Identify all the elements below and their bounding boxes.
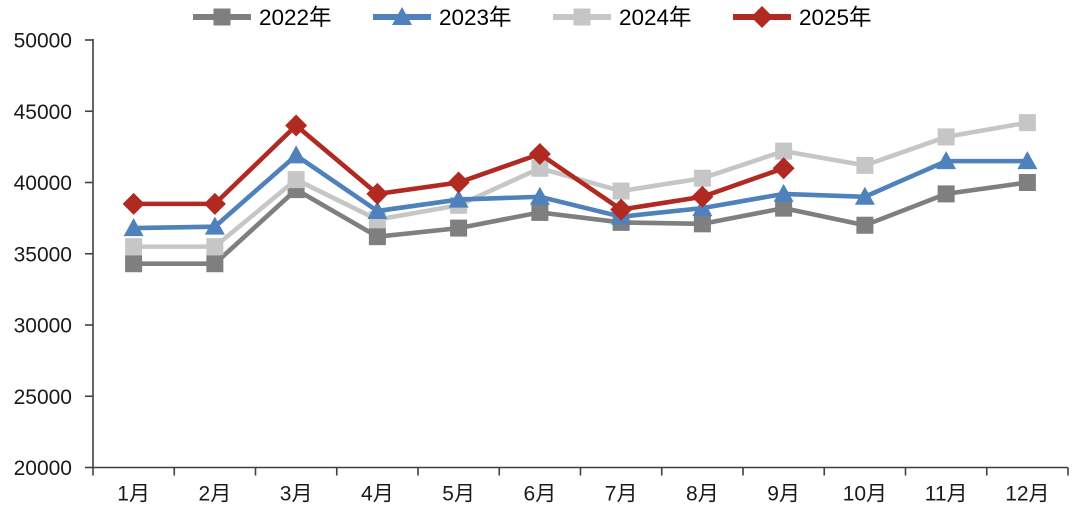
x-tick-label: 9月 xyxy=(767,483,800,506)
x-tick-label: 2月 xyxy=(199,483,232,506)
y-tick-label: 20000 xyxy=(14,457,72,480)
data-point-marker xyxy=(213,8,231,26)
data-point-marker xyxy=(448,189,469,208)
legend-item-2022年: 2022年 xyxy=(193,5,332,30)
x-tick-label: 1月 xyxy=(117,483,150,506)
data-point-marker xyxy=(531,203,549,221)
x-tick-label: 10月 xyxy=(843,483,887,506)
axes xyxy=(92,39,1068,469)
x-tick-label: 6月 xyxy=(524,483,557,506)
data-point-marker xyxy=(529,186,550,205)
legend: 2022年 2023年 2024年 2025年 xyxy=(193,5,872,30)
y-tick-label: 25000 xyxy=(14,386,72,409)
y-tick-label: 35000 xyxy=(14,243,72,266)
data-point-marker xyxy=(775,199,793,217)
data-point-marker xyxy=(122,192,145,215)
data-point-marker xyxy=(775,142,793,160)
data-point-marker xyxy=(367,201,388,219)
data-point-marker xyxy=(368,228,386,246)
data-point-marker xyxy=(856,216,874,234)
y-tick-label: 30000 xyxy=(14,315,72,338)
data-point-marker xyxy=(1018,174,1036,191)
data-point-marker xyxy=(123,218,144,237)
series-2022年 xyxy=(125,174,1036,273)
data-point-marker xyxy=(203,192,226,215)
data-point-marker xyxy=(286,145,307,164)
series-2025年 xyxy=(122,114,795,221)
data-point-marker xyxy=(937,128,955,146)
x-tick-label: 4月 xyxy=(361,483,394,506)
data-point-marker xyxy=(612,182,630,200)
data-point-marker xyxy=(856,156,874,174)
x-axis-ticks: 1月 2月 3月 4月 5月 6月 7月 8月 9月 10月 11月 12月 xyxy=(92,467,1069,506)
legend-label: 2023年 xyxy=(439,5,512,30)
series-line-2022年 xyxy=(133,180,1028,267)
data-point-marker xyxy=(610,198,633,221)
data-point-marker xyxy=(285,114,308,137)
y-tick-label: 50000 xyxy=(14,30,72,53)
legend-label: 2025年 xyxy=(799,5,872,30)
data-point-marker xyxy=(204,216,225,235)
data-point-marker xyxy=(772,157,795,180)
x-tick-label: 5月 xyxy=(442,483,475,506)
data-point-marker xyxy=(287,171,305,189)
series-line-2023年 xyxy=(133,152,1028,231)
data-point-marker xyxy=(125,238,143,256)
data-point-marker xyxy=(573,8,591,26)
data-point-marker xyxy=(1018,114,1036,132)
y-axis-ticks: 20000 25000 30000 35000 40000 45000 50000 xyxy=(14,30,93,480)
legend-label: 2022年 xyxy=(259,5,332,30)
data-point-marker xyxy=(366,182,389,205)
data-point-marker xyxy=(937,185,955,203)
data-point-marker xyxy=(936,151,957,170)
data-point-marker xyxy=(450,219,468,237)
legend-item-2024年: 2024年 xyxy=(553,5,692,30)
data-point-marker xyxy=(773,183,794,202)
x-tick-label: 8月 xyxy=(686,483,719,506)
data-point-marker xyxy=(691,185,714,208)
data-point-marker xyxy=(531,159,549,177)
x-tick-label: 3月 xyxy=(280,483,313,506)
data-point-marker xyxy=(392,7,412,25)
legend-label: 2024年 xyxy=(619,5,692,30)
legend-item-2023年: 2023年 xyxy=(373,5,512,30)
legend-item-2025年: 2025年 xyxy=(733,5,872,30)
series-2023年 xyxy=(123,145,1038,237)
data-point-marker xyxy=(693,169,711,187)
data-point-marker xyxy=(693,215,711,233)
data-point-marker xyxy=(206,238,224,256)
x-tick-label: 7月 xyxy=(605,483,638,506)
data-point-marker xyxy=(125,255,143,273)
data-point-marker xyxy=(206,255,224,273)
x-tick-label: 12月 xyxy=(1005,483,1049,506)
x-tick-label: 11月 xyxy=(925,483,968,506)
data-point-marker xyxy=(751,6,773,28)
data-point-marker xyxy=(528,143,551,165)
y-tick-label: 45000 xyxy=(14,101,72,124)
data-point-marker xyxy=(854,186,875,205)
data-point-marker xyxy=(1017,151,1038,170)
data-point-marker xyxy=(447,171,470,194)
y-tick-label: 40000 xyxy=(14,172,72,195)
